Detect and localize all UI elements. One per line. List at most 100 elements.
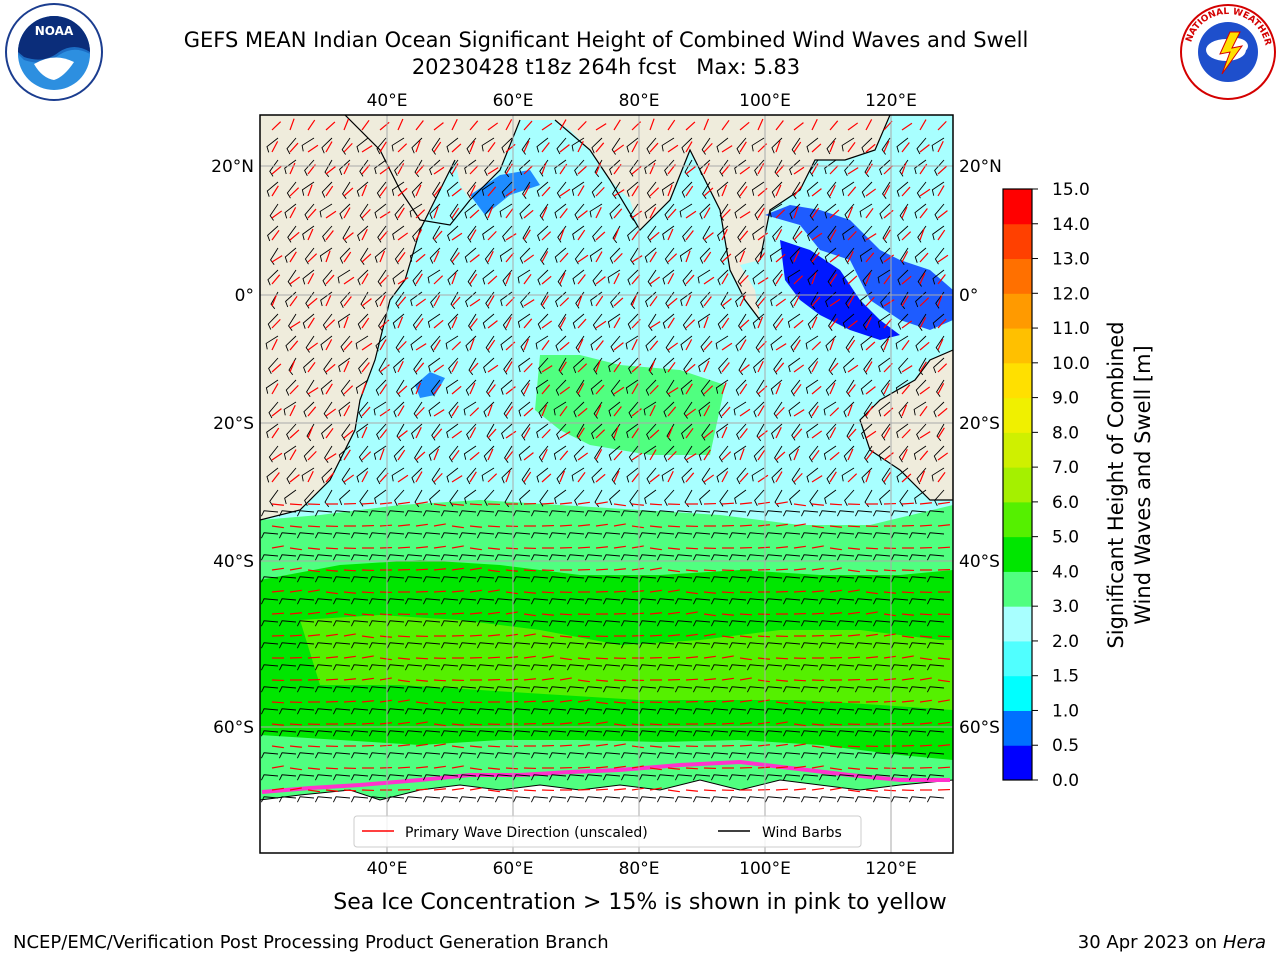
wave-direction-arrow bbox=[577, 318, 587, 329]
wind-barb bbox=[319, 203, 333, 218]
wind-barb bbox=[620, 576, 639, 583]
wind-barb bbox=[440, 686, 459, 693]
wind-barb bbox=[302, 269, 315, 285]
wind-barb bbox=[890, 576, 909, 583]
wind-barb bbox=[692, 576, 711, 583]
wind-barb bbox=[818, 598, 837, 605]
wind-barb bbox=[431, 423, 441, 441]
wind-barb bbox=[674, 752, 693, 759]
wind-barb bbox=[872, 642, 891, 649]
wind-barb bbox=[386, 664, 405, 671]
wave-direction-arrow bbox=[559, 431, 571, 439]
wave-direction-arrow bbox=[487, 320, 498, 329]
wave-direction-arrow bbox=[721, 362, 730, 373]
wind-barb bbox=[771, 467, 783, 484]
wind-barb bbox=[715, 379, 729, 394]
wave-direction-arrow bbox=[325, 547, 339, 550]
wave-direction-arrow bbox=[505, 386, 516, 395]
wind-barb bbox=[553, 445, 567, 460]
wave-direction-arrow bbox=[811, 316, 818, 329]
wave-direction-arrow bbox=[433, 206, 439, 219]
wave-direction-arrow bbox=[343, 207, 351, 219]
wave-direction-arrow bbox=[379, 383, 388, 395]
wind-barb bbox=[314, 576, 333, 583]
wind-barb bbox=[267, 225, 279, 242]
wave-direction-arrow bbox=[361, 426, 368, 439]
wave-direction-arrow bbox=[811, 745, 824, 749]
sea-ice-edge bbox=[261, 759, 950, 794]
wind-barb bbox=[394, 247, 405, 265]
wave-direction-arrow bbox=[883, 613, 896, 617]
wave-direction-arrow bbox=[433, 383, 442, 395]
wave-direction-arrow bbox=[505, 656, 518, 659]
wave-direction-arrow bbox=[271, 787, 284, 791]
wind-barb bbox=[422, 554, 441, 561]
wave-direction-arrow bbox=[415, 451, 426, 461]
wave-direction-arrow bbox=[271, 452, 283, 461]
wind-barb bbox=[800, 510, 819, 517]
wind-barb bbox=[339, 159, 351, 176]
wind-barb bbox=[449, 159, 459, 177]
wave-direction-arrow bbox=[793, 166, 805, 175]
wave-direction-arrow bbox=[721, 382, 727, 395]
wind-barb bbox=[782, 664, 801, 671]
wind-barb bbox=[908, 532, 927, 539]
wind-barb bbox=[266, 181, 279, 197]
wave-direction-arrow bbox=[649, 745, 662, 748]
wind-barb bbox=[872, 796, 891, 803]
wave-direction-arrow bbox=[865, 450, 874, 461]
wind-barb bbox=[854, 642, 873, 649]
wave-direction-arrow bbox=[289, 295, 298, 307]
wave-direction-arrow bbox=[559, 524, 573, 527]
wind-barb bbox=[764, 620, 783, 627]
wave-direction-arrow bbox=[289, 429, 300, 439]
wind-barb bbox=[908, 664, 927, 671]
wind-barb bbox=[620, 554, 639, 561]
wind-barb bbox=[584, 752, 603, 759]
wind-barb bbox=[764, 730, 783, 737]
wind-barb bbox=[386, 730, 405, 737]
wave-direction-arrow bbox=[595, 788, 609, 791]
wind-barb bbox=[503, 401, 513, 419]
wind-barb bbox=[823, 445, 837, 460]
wind-barb bbox=[890, 620, 909, 627]
wind-barb bbox=[753, 357, 765, 374]
wave-direction-arrow bbox=[775, 451, 786, 461]
wind-barb bbox=[368, 752, 387, 759]
wind-barb bbox=[566, 686, 585, 693]
wind-barb bbox=[771, 181, 783, 198]
wind-barb bbox=[376, 181, 387, 199]
wave-direction-arrow bbox=[631, 452, 643, 461]
wind-barb bbox=[589, 247, 603, 262]
wind-barb bbox=[602, 730, 621, 737]
wind-barb bbox=[350, 796, 369, 803]
wind-barb bbox=[933, 401, 945, 418]
wave-direction-arrow bbox=[649, 118, 655, 131]
wave-direction-arrow bbox=[343, 591, 356, 594]
wind-barb bbox=[774, 159, 783, 178]
wind-barb bbox=[501, 423, 513, 440]
wave-direction-arrow bbox=[325, 656, 338, 659]
wind-barb bbox=[548, 664, 567, 671]
wave-direction-arrow bbox=[523, 165, 534, 175]
wave-direction-arrow bbox=[739, 383, 748, 395]
wave-direction-arrow bbox=[649, 547, 662, 551]
wave-direction-arrow bbox=[397, 251, 406, 263]
wind-barb bbox=[692, 510, 711, 517]
wind-barb bbox=[836, 796, 855, 803]
wind-barb bbox=[548, 642, 567, 649]
wind-barb bbox=[656, 554, 675, 561]
wave-direction-arrow bbox=[793, 545, 806, 549]
wave-direction-arrow bbox=[433, 122, 444, 131]
wind-barb bbox=[643, 401, 657, 416]
wind-barb bbox=[656, 708, 675, 715]
wind-barb bbox=[590, 335, 603, 351]
wind-barb bbox=[611, 467, 621, 485]
wave-direction-arrow bbox=[649, 723, 663, 726]
wave-direction-arrow bbox=[793, 679, 807, 682]
wave-direction-arrow bbox=[523, 471, 532, 483]
wind-barb bbox=[808, 445, 819, 463]
wave-direction-arrow bbox=[775, 721, 788, 725]
colorbar-swatch bbox=[1003, 223, 1032, 260]
wind-barb bbox=[692, 642, 711, 649]
